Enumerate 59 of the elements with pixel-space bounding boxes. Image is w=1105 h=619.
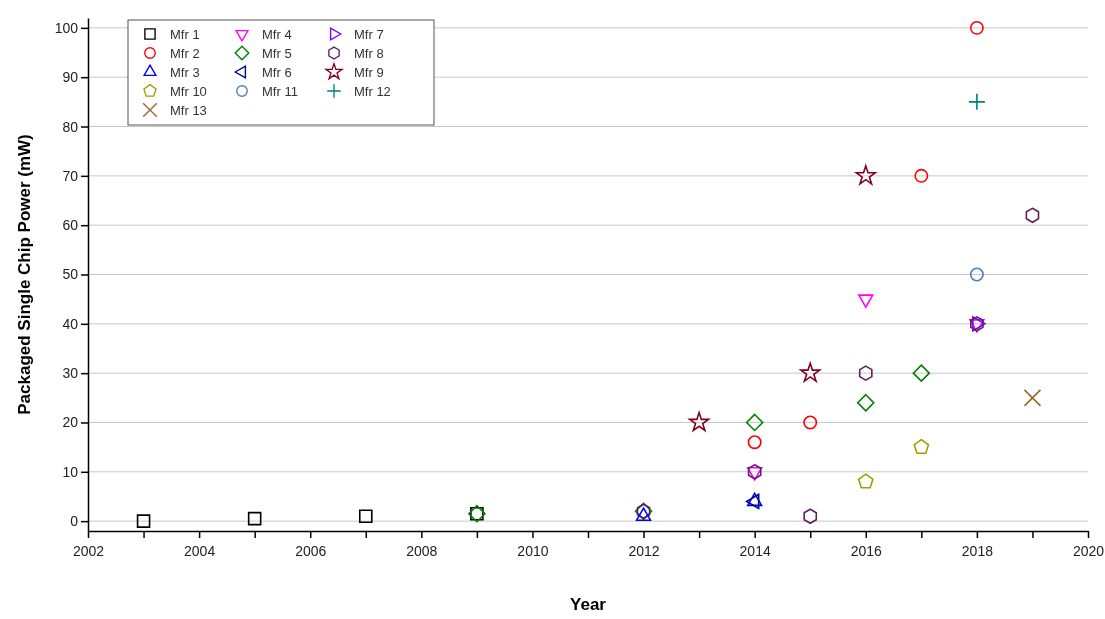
y-tick-label: 80 xyxy=(62,118,79,135)
point xyxy=(1023,389,1042,407)
point xyxy=(747,435,762,450)
legend-label: Mfr 9 xyxy=(354,65,384,80)
x-tick-label: 2008 xyxy=(406,543,438,560)
y-tick-label: 60 xyxy=(62,217,79,234)
point xyxy=(803,508,818,524)
y-tick-label: 30 xyxy=(62,365,79,382)
x-tick-label: 2004 xyxy=(184,543,216,560)
y-axis-title: Packaged Single Chip Power (mW) xyxy=(15,134,34,415)
x-tick-label: 2020 xyxy=(1072,543,1105,560)
point xyxy=(969,267,984,282)
x-tick-label: 2002 xyxy=(72,543,105,560)
legend-label: Mfr 12 xyxy=(354,84,391,99)
y-tick-label: 90 xyxy=(62,69,79,86)
legend-label: Mfr 8 xyxy=(354,46,384,61)
y-tick-label: 20 xyxy=(62,414,79,431)
x-tick-label: 2018 xyxy=(961,543,994,560)
point xyxy=(913,438,930,455)
y-tick-label: 50 xyxy=(62,266,79,283)
point xyxy=(858,294,874,308)
legend-label: Mfr 5 xyxy=(262,46,292,61)
point xyxy=(800,362,821,382)
point xyxy=(914,168,929,183)
y-tick-label: 0 xyxy=(70,513,79,530)
point xyxy=(635,507,652,521)
legend-label: Mfr 1 xyxy=(170,27,200,42)
legend-label: Mfr 6 xyxy=(262,65,292,80)
x-tick-label: 2016 xyxy=(850,543,883,560)
point xyxy=(136,514,151,528)
x-axis-title: Year xyxy=(570,595,607,614)
point xyxy=(968,93,986,111)
legend-label: Mfr 7 xyxy=(354,27,384,42)
x-tick-label: 2010 xyxy=(517,543,549,560)
point xyxy=(912,364,931,382)
point xyxy=(247,511,262,526)
legend-label: Mfr 10 xyxy=(170,84,207,99)
legend-label: Mfr 11 xyxy=(262,84,298,99)
point xyxy=(1025,207,1040,224)
point xyxy=(855,165,876,185)
legend-label: Mfr 4 xyxy=(262,27,292,42)
point xyxy=(358,509,373,523)
y-tick-label: 40 xyxy=(62,315,79,332)
point xyxy=(969,20,984,35)
y-tick-label: 100 xyxy=(54,19,79,36)
point xyxy=(688,411,710,432)
point xyxy=(856,393,875,412)
x-tick-label: 2006 xyxy=(295,543,327,560)
y-tick-label: 70 xyxy=(62,167,79,184)
x-tick-label: 2012 xyxy=(628,543,660,560)
legend-label: Mfr 13 xyxy=(170,103,207,118)
legend-label: Mfr 2 xyxy=(170,46,200,61)
legend-label: Mfr 3 xyxy=(170,65,200,80)
x-tick-label: 2014 xyxy=(739,543,771,560)
point xyxy=(745,413,764,432)
point xyxy=(858,365,873,381)
point xyxy=(803,415,818,430)
point xyxy=(857,473,874,489)
y-tick-label: 10 xyxy=(62,463,79,480)
